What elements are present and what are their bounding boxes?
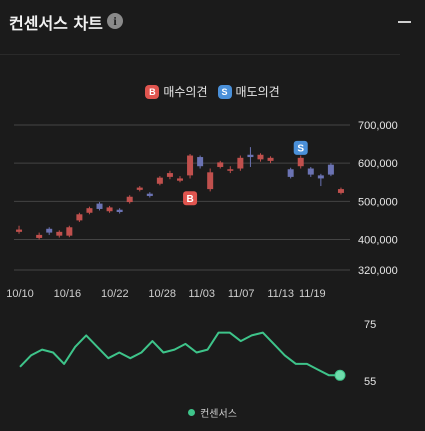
minimize-icon[interactable] xyxy=(398,21,411,23)
candle-body xyxy=(56,231,63,236)
candle-body xyxy=(36,234,43,238)
candle-body xyxy=(177,178,183,181)
candle-body xyxy=(46,228,53,233)
candle-body xyxy=(166,173,173,177)
candle-body xyxy=(187,155,194,176)
x-tick-label: 10/16 xyxy=(54,288,82,300)
candle-body xyxy=(96,203,103,209)
x-tick-label: 11/19 xyxy=(299,288,326,300)
y-tick-label: 320,000 xyxy=(358,265,398,277)
candle-body xyxy=(197,157,204,167)
sell-marker-label: S xyxy=(297,143,304,154)
consensus-dot-icon xyxy=(188,409,196,416)
candle-body xyxy=(337,189,344,193)
candle-body xyxy=(227,169,234,171)
line-y-tick-label: 75 xyxy=(364,319,376,331)
y-tick-label: 700,000 xyxy=(358,120,398,132)
candle-body xyxy=(126,196,133,203)
buy-marker-label: B xyxy=(186,194,193,205)
legend-sell-label: 매도의견 xyxy=(235,85,280,99)
candle-body xyxy=(86,208,93,213)
y-tick-label: 400,000 xyxy=(358,234,398,246)
sell-badge-icon: S xyxy=(217,84,232,99)
candle-body xyxy=(327,164,334,175)
candle-body xyxy=(106,207,113,212)
sell-marker-badge xyxy=(293,140,308,155)
info-icon[interactable]: i xyxy=(107,13,123,29)
x-tick-label: 10/10 xyxy=(6,288,34,300)
candle-body xyxy=(116,209,123,212)
x-tick-label: 10/22 xyxy=(101,288,129,300)
candle-body xyxy=(247,154,254,158)
x-tick-label: 10/28 xyxy=(148,288,176,300)
buy-marker-badge xyxy=(183,191,198,206)
candle-body xyxy=(297,157,304,167)
x-tick-label: 11/13 xyxy=(267,288,294,300)
consensus-last-point xyxy=(334,369,346,381)
candle-body xyxy=(16,229,23,232)
candle-body xyxy=(287,169,294,177)
candle-body xyxy=(207,172,214,190)
sell-marker: S xyxy=(293,140,308,155)
x-tick-label: 11/07 xyxy=(228,288,255,300)
y-tick-label: 600,000 xyxy=(358,158,398,170)
legend-sell[interactable]: S 매도의견 xyxy=(217,83,280,100)
candle-body xyxy=(257,154,264,160)
header-divider xyxy=(0,54,400,55)
legend-buy-label: 매수의견 xyxy=(163,85,208,99)
candle-body xyxy=(237,157,244,169)
candle-body xyxy=(317,175,324,179)
candle-body xyxy=(146,193,153,196)
panel-title: 컨센서스 차트 xyxy=(9,14,103,33)
candle-body xyxy=(136,187,143,190)
candle-body xyxy=(217,162,224,167)
consensus-line xyxy=(19,331,340,377)
candle-body xyxy=(156,177,163,184)
y-tick-label: 500,000 xyxy=(358,196,398,208)
candle-body xyxy=(307,168,314,175)
x-tick-label: 11/03 xyxy=(188,288,215,300)
line-y-tick-label: 55 xyxy=(364,376,376,388)
candle-body xyxy=(267,157,274,161)
consensus-legend-label: 컨센서스 xyxy=(200,409,237,420)
buy-marker: B xyxy=(183,191,198,206)
opinion-legend: B 매수의견 S 매도의견 xyxy=(0,83,425,100)
candle-body xyxy=(76,214,83,221)
buy-badge-icon: B xyxy=(145,84,160,99)
consensus-legend[interactable]: 컨센서스 xyxy=(0,405,425,420)
candle-body xyxy=(66,227,73,236)
legend-buy[interactable]: B 매수의견 xyxy=(145,83,208,100)
